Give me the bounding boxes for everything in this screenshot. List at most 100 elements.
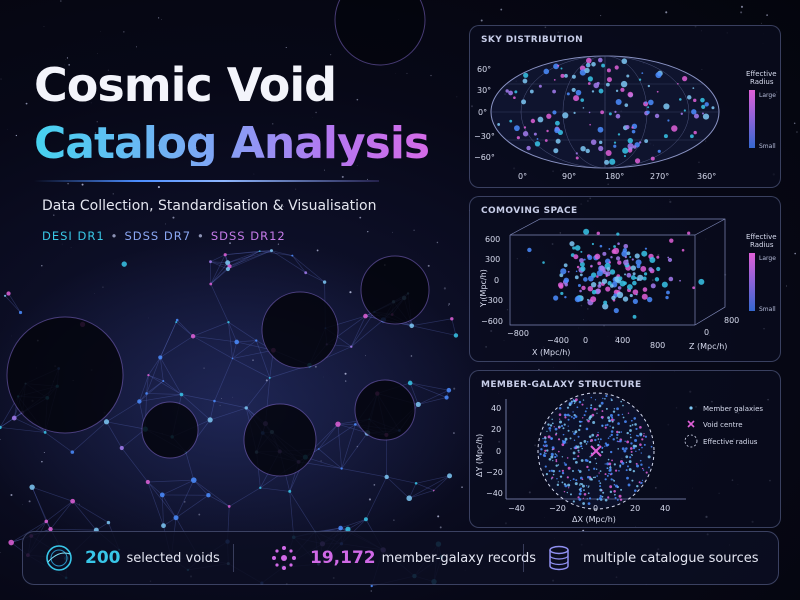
z-tick: 800 (724, 316, 739, 325)
member-galaxy-point (577, 435, 580, 438)
web-node (414, 481, 418, 485)
member-galaxy-point (554, 455, 557, 459)
member-galaxy-point (591, 413, 595, 417)
web-filament (72, 501, 97, 531)
source-sdss-dr12: SDSS DR12 (210, 229, 286, 243)
background-star (341, 175, 344, 178)
x-tick: −400 (547, 336, 569, 345)
member-galaxy-point (575, 398, 578, 402)
member-galaxy-point (630, 442, 633, 445)
x-axis-label: X (Mpc/h) (532, 348, 570, 357)
comoving-void-point (632, 280, 637, 286)
void-region (6, 316, 124, 434)
member-galaxy-point (544, 445, 546, 448)
member-galaxy-point (597, 431, 599, 434)
web-filament (163, 380, 182, 395)
comoving-void-point (569, 241, 575, 247)
ring-icon (46, 545, 72, 571)
web-filament (72, 500, 109, 523)
comoving-void-point (654, 277, 660, 282)
comoving-void-point (574, 296, 581, 303)
member-galaxy-point (544, 449, 547, 452)
lat-tick: 30° (477, 86, 491, 95)
member-galaxy-point (609, 425, 611, 427)
member-galaxy-point (563, 483, 566, 486)
background-star (135, 46, 137, 48)
member-galaxy-point (632, 469, 636, 473)
sky-void-point (597, 57, 603, 63)
background-star (203, 367, 205, 369)
comoving-void-point (598, 281, 602, 285)
member-galaxy-point (639, 459, 642, 462)
sky-void-point (600, 110, 605, 115)
comoving-void-point (597, 261, 602, 266)
member-galaxy-point (645, 471, 648, 474)
member-galaxy-point (644, 435, 648, 438)
web-filament (340, 518, 367, 529)
sky-void-point (644, 101, 647, 104)
web-filament (176, 319, 194, 337)
member-galaxy-point (611, 416, 614, 419)
member-galaxy-point (589, 455, 591, 458)
background-star (447, 304, 450, 306)
web-node (0, 425, 2, 430)
web-filament (225, 250, 272, 256)
web-filament (411, 325, 457, 336)
member-galaxy-point (567, 483, 571, 487)
web-node (353, 423, 357, 426)
web-filament (227, 250, 272, 264)
member-galaxy-point (599, 494, 602, 498)
sky-void-point (656, 90, 659, 93)
member-galaxy-point (614, 496, 617, 499)
member-galaxy-point (596, 498, 599, 501)
background-star (395, 72, 396, 74)
member-galaxy-point (572, 431, 574, 433)
sky-void-point (631, 126, 634, 129)
sky-void-point (544, 139, 548, 142)
background-star (194, 146, 197, 149)
web-node (190, 334, 196, 339)
comoving-void-point (681, 248, 685, 252)
web-node (145, 479, 150, 485)
background-star (265, 379, 268, 382)
background-star (61, 243, 63, 245)
comoving-void-point (608, 261, 612, 264)
web-node (227, 505, 231, 508)
member-galaxy-point (598, 404, 602, 408)
web-filament (159, 319, 178, 358)
web-filament (106, 421, 123, 449)
web-filament (147, 479, 194, 483)
member-galaxy-point (604, 426, 607, 429)
member-galaxy-point (582, 497, 584, 499)
member-galaxy-point (604, 445, 606, 447)
member-galaxy-point (619, 439, 622, 443)
member-galaxy-point (623, 449, 627, 453)
background-star (157, 17, 160, 19)
comoving-void-point (563, 277, 570, 283)
background-star (356, 165, 358, 166)
sky-void-point (591, 90, 595, 93)
lat-tick: 60° (477, 65, 491, 74)
comoving-void-point (610, 284, 614, 288)
member-galaxy-point (581, 403, 584, 406)
lon-tick: 180° (605, 172, 624, 181)
web-filament (146, 380, 164, 394)
member-galaxy-point (550, 469, 554, 472)
member-galaxy-point (578, 400, 582, 404)
sky-void-point (505, 89, 509, 93)
member-galaxy-point (622, 416, 625, 419)
sky-void-point (536, 138, 539, 140)
member-galaxy-point (578, 451, 580, 454)
sky-void-point (647, 106, 650, 109)
member-galaxy-point (542, 444, 545, 447)
sky-void-point (588, 111, 591, 114)
comoving-void-point (612, 247, 620, 255)
member-galaxy-point (558, 470, 561, 473)
web-filament (350, 315, 366, 347)
web-filament (210, 268, 229, 285)
source-separator: • (110, 229, 119, 243)
web-filament (161, 494, 164, 526)
member-galaxy-point (624, 440, 626, 442)
member-galaxy-point (606, 467, 609, 470)
background-star (320, 460, 322, 462)
